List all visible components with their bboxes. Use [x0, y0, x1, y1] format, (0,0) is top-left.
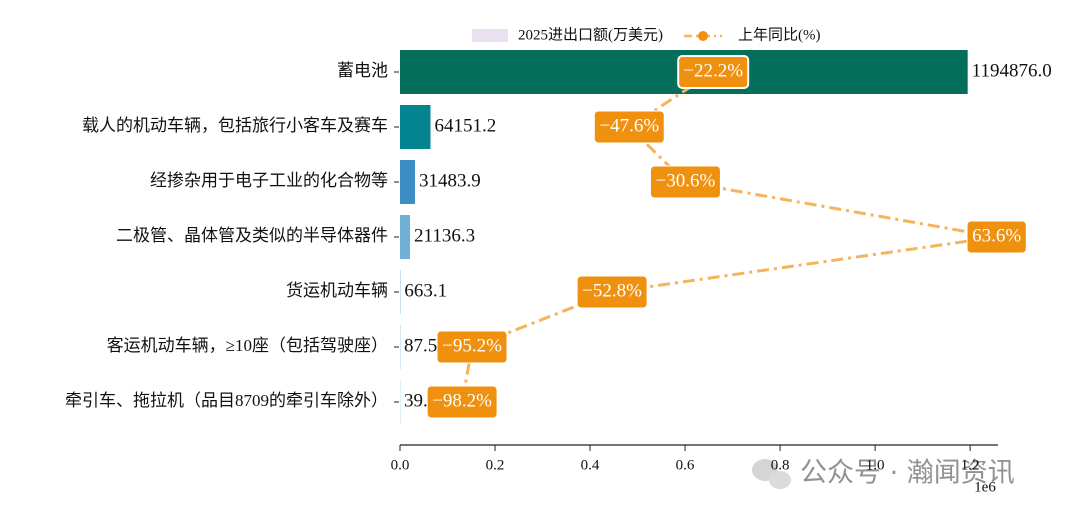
- line: [460, 70, 997, 403]
- bar: [400, 380, 401, 424]
- value-label: 87.5: [404, 335, 437, 356]
- y-tick-label: 经掺杂用于电子工业的化合物等: [150, 171, 388, 190]
- watermark-icon: [752, 459, 791, 489]
- data-label: −47.6%: [599, 115, 659, 136]
- data-label: −52.8%: [582, 280, 642, 301]
- data-label: −30.6%: [656, 170, 716, 191]
- watermark: 公众号 · 瀚闻资讯: [800, 458, 1015, 489]
- y-tick-label: 蓄电池: [337, 61, 388, 80]
- bar: [400, 215, 411, 259]
- x-tick-label: 0.2: [486, 457, 505, 473]
- data-label-box: [593, 110, 665, 144]
- offset-label: 1e6: [974, 479, 996, 495]
- legend-swatch: [472, 29, 508, 42]
- data-label: −22.2%: [683, 60, 743, 81]
- legend-label: 2025进出口额(万美元): [518, 26, 663, 43]
- legend-marker: [698, 31, 708, 41]
- bar: [400, 325, 401, 369]
- x-tick-label: 0.4: [581, 457, 600, 473]
- data-label: −98.2%: [432, 390, 492, 411]
- y-tick-label: 二极管、晶体管及类似的半导体器件: [116, 226, 388, 245]
- bar: [400, 105, 431, 149]
- y-tick-label: 货运机动车辆: [286, 281, 388, 300]
- data-label-box: [966, 220, 1027, 254]
- x-tick-label: 0.8: [771, 457, 790, 473]
- value-label: 31483.9: [419, 170, 481, 191]
- x-tick-label: 0.6: [676, 457, 695, 473]
- x-tick-label: 1.0: [866, 457, 885, 473]
- data-label: −95.2%: [442, 335, 502, 356]
- value-label: 21136.3: [414, 225, 475, 246]
- data-label-box: [426, 385, 498, 419]
- legend-label: 上年同比(%): [738, 26, 821, 43]
- value-label: 1194876.0: [972, 60, 1052, 81]
- data-label-box: [677, 55, 750, 89]
- y-tick-label: 载人的机动车辆，包括旅行小客车及赛车: [82, 115, 388, 135]
- bar: [400, 160, 415, 204]
- y-tick-label: 客运机动车辆，≥10座（包括驾驶座）: [107, 336, 388, 355]
- value-label: 64151.2: [434, 115, 496, 136]
- data-label-box: [576, 275, 648, 309]
- data-label-box: [649, 165, 721, 199]
- value-label: 663.1: [404, 280, 447, 301]
- data-label: 63.6%: [972, 225, 1021, 246]
- y-tick-label: 牵引车、拖拉机（品目8709的牵引车除外）: [65, 391, 388, 410]
- data-label-box: [436, 330, 508, 364]
- legend: 2025进出口额(万美元) 上年同比(%): [472, 26, 821, 43]
- bar: [400, 270, 401, 314]
- x-tick-label: 1.2: [961, 457, 980, 473]
- x-tick-label: 0.0: [391, 457, 410, 473]
